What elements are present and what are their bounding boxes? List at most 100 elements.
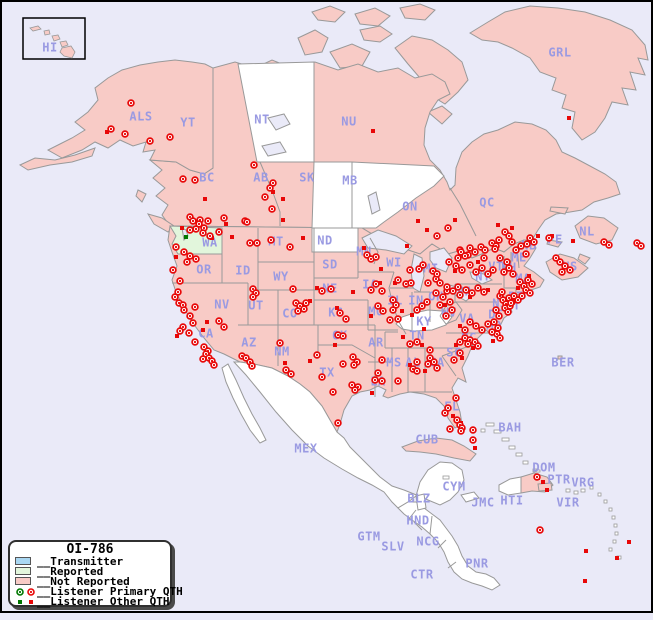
listener-primary-marker-dot bbox=[435, 272, 439, 276]
listener-primary-marker-dot bbox=[168, 135, 172, 139]
listener-primary-marker-dot bbox=[217, 319, 221, 323]
listener-primary-marker-dot bbox=[639, 244, 643, 248]
legend-row-transmitter: __Transmitter bbox=[10, 555, 170, 568]
region-label-mb: MB bbox=[342, 174, 357, 188]
listener-primary-marker-dot bbox=[473, 340, 477, 344]
listener-other-marker bbox=[333, 343, 337, 347]
region-label-vir: VIR bbox=[556, 496, 579, 510]
listener-primary-marker-dot bbox=[438, 303, 442, 307]
listener-primary-marker-dot bbox=[171, 268, 175, 272]
listener-primary-marker-dot bbox=[607, 243, 611, 247]
listener-primary-marker-dot bbox=[320, 289, 324, 293]
listener-primary-marker-dot bbox=[109, 127, 113, 131]
listener-other-marker bbox=[473, 446, 477, 450]
listener-primary-marker-dot bbox=[191, 321, 195, 325]
listener-primary-marker-dot bbox=[460, 268, 464, 272]
listener-primary-marker-dot bbox=[493, 247, 497, 251]
listener-primary-marker-dot bbox=[369, 288, 373, 292]
listener-primary-marker-dot bbox=[302, 307, 306, 311]
listener-other-marker bbox=[379, 267, 383, 271]
listener-primary-marker-dot bbox=[464, 288, 468, 292]
listener-primary-marker-dot bbox=[426, 362, 430, 366]
listener-primary-marker-dot bbox=[374, 255, 378, 259]
listener-primary-marker-dot bbox=[474, 324, 478, 328]
listener-other-marker bbox=[180, 226, 184, 230]
listener-primary-marker-dot bbox=[524, 288, 528, 292]
listener-primary-marker-dot bbox=[483, 248, 487, 252]
listener-other-marker bbox=[541, 480, 545, 484]
listener-other-marker bbox=[496, 223, 500, 227]
markers-layer bbox=[42, 27, 645, 583]
listener-primary-marker-dot bbox=[456, 256, 460, 260]
listener-primary-marker-dot bbox=[514, 248, 518, 252]
listener-primary-marker-dot bbox=[526, 278, 530, 282]
listener-primary-marker-dot bbox=[188, 314, 192, 318]
listener-primary-marker-dot bbox=[452, 358, 456, 362]
listener-primary-marker-dot bbox=[635, 241, 639, 245]
listener-primary-marker-dot bbox=[476, 344, 480, 348]
region-label-ber: BER bbox=[551, 356, 574, 370]
listener-primary-marker-dot bbox=[396, 278, 400, 282]
listener-primary-marker-dot bbox=[176, 290, 180, 294]
listener-other-marker bbox=[453, 269, 457, 273]
listener-primary-marker-dot bbox=[500, 290, 504, 294]
listener-other-marker bbox=[393, 281, 397, 285]
listener-primary-marker-dot bbox=[509, 301, 513, 305]
listener-other-marker bbox=[571, 239, 575, 243]
listener-primary-marker-dot bbox=[486, 322, 490, 326]
legend-label-reported: __Reported bbox=[37, 564, 104, 578]
listener-primary-marker-dot bbox=[459, 429, 463, 433]
listener-primary-marker-dot bbox=[391, 298, 395, 302]
listener-primary-marker-dot bbox=[188, 254, 192, 258]
listener-primary-marker-dot bbox=[415, 360, 419, 364]
listener-primary-marker-dot bbox=[178, 329, 182, 333]
listener-primary-marker-dot bbox=[428, 348, 432, 352]
listener-primary-marker-dot bbox=[434, 291, 438, 295]
listener-primary-marker-dot bbox=[344, 317, 348, 321]
region-label-hti: HTI bbox=[500, 494, 523, 508]
region-label-ut: UT bbox=[248, 299, 263, 313]
listener-other-marker bbox=[203, 197, 207, 201]
listener-primary-marker-dot bbox=[454, 264, 458, 268]
listener-other-marker bbox=[308, 359, 312, 363]
listener-primary-marker-dot bbox=[369, 257, 373, 261]
listener-primary-marker-dot bbox=[524, 252, 528, 256]
listener-other-marker bbox=[283, 361, 287, 365]
transmitter-swatch bbox=[15, 557, 31, 566]
listener-primary-marker-dot bbox=[415, 340, 419, 344]
listener-other-marker bbox=[271, 190, 275, 194]
listener-primary-marker-dot bbox=[404, 282, 408, 286]
listener-other-marker bbox=[545, 488, 549, 492]
listener-primary-marker-dot bbox=[435, 234, 439, 238]
listener-primary-marker-dot bbox=[201, 357, 205, 361]
listener-primary-marker-dot bbox=[421, 263, 425, 267]
listener-primary-marker-dot bbox=[479, 245, 483, 249]
listener-other-marker bbox=[201, 328, 205, 332]
listener-other-marker bbox=[315, 286, 319, 290]
listener-primary-marker-dot bbox=[506, 310, 510, 314]
region-label-id: ID bbox=[235, 264, 250, 278]
listener-primary-marker-dot bbox=[376, 304, 380, 308]
listener-primary-marker-dot bbox=[289, 372, 293, 376]
listener-other-marker bbox=[401, 335, 405, 339]
legend-label-listener_other_qth: __Listener Other QTH bbox=[37, 595, 170, 609]
listener-primary-marker-dot bbox=[315, 353, 319, 357]
legend-row-listener_other_qth: __Listener Other QTH bbox=[10, 595, 170, 609]
listener-primary-marker-dot bbox=[329, 287, 333, 291]
listener-primary-marker-dot bbox=[352, 363, 356, 367]
listener-primary-marker-dot bbox=[490, 241, 494, 245]
legend-icon-listener_primary_qth bbox=[15, 587, 37, 597]
listener-primary-marker-dot bbox=[456, 285, 460, 289]
listener-primary-marker-dot bbox=[503, 306, 507, 310]
listener-other-marker bbox=[510, 226, 514, 230]
listener-primary-marker-dot bbox=[193, 305, 197, 309]
legend-icon-reported bbox=[15, 567, 37, 576]
listener-other-marker bbox=[408, 363, 412, 367]
listener-primary-marker-dot bbox=[438, 281, 442, 285]
listener-primary-marker-dot bbox=[222, 325, 226, 329]
listener-primary-marker-dot bbox=[471, 438, 475, 442]
listener-other-marker bbox=[370, 391, 374, 395]
listener-primary-marker-dot bbox=[350, 383, 354, 387]
legend-icon-listener_other_qth bbox=[15, 597, 37, 607]
